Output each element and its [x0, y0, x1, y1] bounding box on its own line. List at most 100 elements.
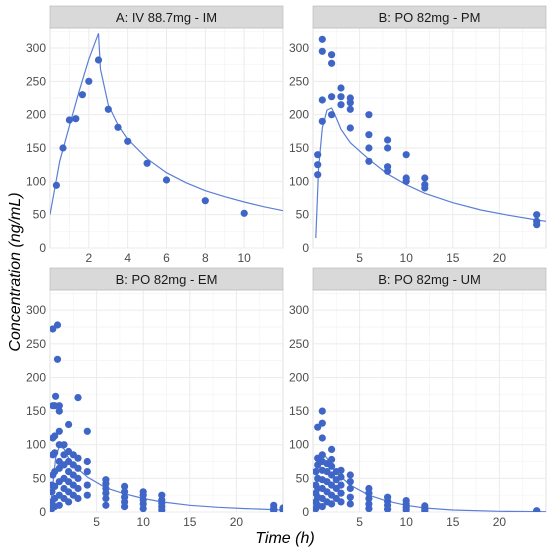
y-tick-label: 100	[289, 438, 309, 452]
data-point	[139, 488, 147, 496]
data-point	[55, 427, 63, 435]
data-point	[313, 468, 320, 476]
data-point	[74, 464, 82, 472]
y-tick-label: 200	[26, 370, 46, 384]
data-point	[65, 498, 73, 506]
y-tick-label: 150	[289, 141, 309, 155]
fit-line	[50, 33, 283, 215]
data-point	[314, 151, 322, 159]
x-tick-label: 8	[202, 251, 209, 265]
data-point	[328, 500, 336, 508]
data-point	[78, 91, 86, 99]
data-point	[365, 131, 373, 139]
data-point	[53, 321, 62, 329]
data-point	[328, 59, 336, 67]
data-point	[337, 498, 345, 506]
data-point	[114, 123, 122, 131]
y-tick-label: 50	[296, 208, 310, 222]
y-tick-label: 250	[26, 74, 46, 88]
x-tick-label: 20	[493, 251, 507, 265]
data-point	[279, 504, 283, 512]
y-tick-label: 50	[296, 471, 310, 485]
data-point	[328, 93, 336, 101]
data-point	[83, 491, 91, 499]
panel-title: B: PO 82mg - PM	[379, 10, 481, 25]
data-point	[124, 137, 132, 145]
data-point	[74, 484, 82, 493]
panel-strip	[312, 5, 547, 29]
y-tick-label: 200	[289, 108, 309, 122]
data-point	[318, 117, 326, 125]
panel-title: A: IV 88.7mg - IM	[116, 10, 217, 25]
data-point	[402, 497, 410, 505]
data-point	[384, 136, 392, 144]
data-point	[102, 476, 110, 484]
x-tick-label: 10	[400, 515, 414, 529]
y-tick-label: 200	[289, 370, 309, 384]
x-tick-label: 6	[163, 251, 170, 265]
y-axis-title: Concentration (ng/mL)	[7, 192, 24, 351]
x-tick-label: 10	[400, 251, 414, 265]
data-point	[94, 56, 103, 64]
data-point	[74, 494, 82, 503]
x-tick-label: 4	[124, 251, 131, 265]
panels-group: A: IV 88.7mg - IM 0 50 100 150 200 250 300 2 4 6 8 1…	[26, 5, 547, 529]
data-point	[328, 51, 336, 59]
panel-plot-area	[50, 33, 283, 217]
y-tick-label: 50	[33, 471, 47, 485]
x-tick-label: 2	[85, 251, 92, 265]
data-point	[72, 115, 80, 123]
y-tick-label: 0	[39, 241, 46, 255]
data-point	[337, 489, 345, 497]
panel-2: B: PO 82mg - PM 0 50 100 150 200 250 300 5 10 15 20	[289, 5, 547, 265]
panel-3: B: PO 82mg - EM 0 50 100 150 200 250 300 5 10 15 20	[26, 267, 284, 529]
x-tick-label: 5	[356, 515, 363, 529]
x-tick-label: 10	[137, 515, 151, 529]
y-tick-label: 150	[26, 404, 46, 418]
data-point	[346, 105, 354, 113]
data-point	[337, 473, 345, 481]
data-point	[74, 454, 82, 462]
data-point	[53, 355, 62, 363]
data-point	[318, 407, 326, 415]
data-point	[83, 481, 91, 489]
panel-plot-area	[50, 321, 283, 512]
y-tick-label: 250	[289, 337, 309, 351]
data-point	[158, 491, 166, 499]
data-point	[421, 181, 429, 189]
data-point	[83, 427, 91, 435]
data-point	[365, 157, 373, 165]
data-point	[533, 217, 541, 225]
panel-1: A: IV 88.7mg - IM 0 50 100 150 200 250 300 2 4 6 8 1…	[26, 5, 284, 265]
data-point	[337, 93, 345, 101]
y-tick-label: 100	[289, 174, 309, 188]
data-point	[162, 176, 171, 184]
data-point	[318, 47, 326, 55]
data-point	[65, 116, 73, 124]
x-tick-label: 15	[183, 515, 197, 529]
data-point	[51, 449, 59, 457]
data-point	[346, 478, 354, 486]
data-point	[337, 481, 345, 489]
data-point	[143, 159, 151, 167]
data-point	[365, 144, 373, 152]
y-tick-label: 50	[33, 208, 47, 222]
y-tick-label: 150	[289, 404, 309, 418]
y-tick-label: 300	[26, 303, 46, 317]
data-point	[533, 211, 541, 219]
data-point	[121, 482, 129, 490]
data-point	[346, 471, 354, 479]
data-point	[421, 502, 429, 510]
data-point	[102, 501, 110, 509]
y-tick-label: 250	[289, 74, 309, 88]
data-point	[337, 84, 345, 92]
y-tick-label: 150	[26, 141, 46, 155]
x-tick-label: 15	[446, 251, 460, 265]
panel-plot-area	[313, 407, 546, 512]
data-point	[65, 420, 73, 429]
data-point	[201, 197, 209, 205]
panel-strip	[312, 267, 547, 291]
data-point	[318, 434, 326, 442]
y-tick-label: 100	[26, 438, 46, 452]
data-point	[328, 111, 336, 119]
